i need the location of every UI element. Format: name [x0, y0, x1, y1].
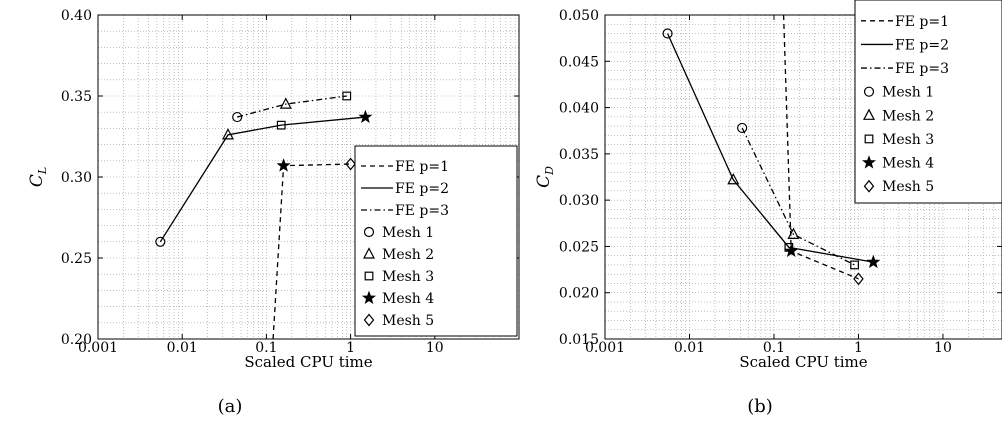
y-tick-label: 0.050	[559, 8, 599, 24]
x-tick-label: 10	[934, 340, 952, 356]
x-tick-label: 0.01	[674, 340, 705, 356]
x-axis-label: Scaled CPU time	[739, 353, 867, 371]
series-line-1	[782, 15, 859, 280]
series-line-1	[272, 163, 351, 339]
data-point-triangle	[787, 227, 800, 239]
legend-label: Mesh 2	[882, 108, 934, 124]
y-tick-label: 0.35	[61, 89, 92, 105]
series-line-2	[159, 116, 366, 243]
legend-marker-star	[361, 290, 377, 304]
legend-label: FE p=2	[395, 181, 449, 197]
legend-box	[354, 145, 518, 337]
legend: FE p=1 FE p=2 FE p=3 Mesh 1 Mesh 2 Mesh 3 Mesh…	[854, 0, 1002, 204]
legend-marker-diamond	[863, 179, 875, 193]
legend-label: FE p=1	[395, 159, 449, 175]
legend-label: Mesh 3	[882, 132, 934, 148]
legend-label: Mesh 4	[382, 291, 434, 307]
legend-marker-square	[864, 134, 874, 144]
legend-marker-square	[364, 271, 374, 281]
y-axis-label: CL	[27, 167, 49, 187]
chart-panel-1: 0.001 0.01 0.1 1 10 0.20 0.25 0.30 0.35 0.40 Scale…	[27, 8, 520, 417]
legend-label: Mesh 4	[882, 156, 934, 172]
data-point-triangle	[279, 97, 292, 109]
x-tick-label: 0.1	[763, 340, 785, 356]
subcaption: (a)	[218, 396, 243, 417]
legend-marker-triangle	[363, 247, 375, 259]
series-line-3	[741, 127, 855, 266]
y-tick-label: 0.30	[61, 170, 92, 186]
legend-label: FE p=3	[895, 61, 949, 77]
x-tick-label: 0.001	[78, 340, 118, 356]
x-tick-label: 10	[426, 340, 444, 356]
x-tick-label: 1	[854, 340, 863, 356]
data-point-circle	[737, 122, 748, 134]
x-tick-label: 0.1	[255, 340, 277, 356]
data-point-star	[866, 254, 881, 269]
y-tick-label: 0.045	[559, 54, 599, 70]
data-point-circle	[662, 28, 673, 39]
legend-label: Mesh 5	[882, 179, 934, 195]
legend-label: Mesh 3	[382, 269, 434, 285]
data-point-circle	[232, 111, 243, 123]
y-tick-label: 0.025	[559, 239, 599, 255]
series-line-2	[666, 33, 874, 263]
y-tick-label: 0.40	[61, 8, 92, 24]
legend-marker-circle	[363, 226, 375, 238]
x-tick-label: 1	[346, 340, 355, 356]
data-point-star	[358, 109, 373, 124]
series-line-3	[237, 95, 347, 118]
data-point-square	[850, 260, 859, 270]
legend-marker-circle	[863, 86, 875, 97]
data-point-triangle	[727, 172, 740, 185]
legend-label: FE p=1	[895, 14, 949, 30]
legend-marker-triangle	[863, 108, 875, 120]
x-tick-label: 0.001	[585, 340, 625, 356]
data-point-diamond	[853, 272, 864, 286]
legend-marker-star	[861, 155, 877, 169]
y-tick-label: 0.035	[559, 147, 599, 163]
legend-marker-diamond	[363, 313, 375, 327]
chart-panel-2: 0.001 0.01 0.1 1 10 0.015 0.020 0.025 0.030 0.035…	[534, 0, 1002, 417]
data-point-triangle	[222, 128, 235, 140]
axes-box	[604, 14, 1002, 340]
legend-label: Mesh 5	[382, 313, 434, 329]
legend-label: Mesh 1	[382, 225, 434, 241]
legend: FE p=1 FE p=2 FE p=3 Mesh 1 Mesh 2 Mesh 3 Mesh…	[354, 145, 518, 337]
y-tick-label: 0.25	[61, 251, 92, 267]
data-point-square	[276, 120, 286, 130]
y-tick-label: 0.20	[61, 332, 92, 348]
subcaption: (b)	[747, 396, 773, 417]
series-group	[155, 91, 373, 339]
x-axis-label: Scaled CPU time	[244, 353, 372, 371]
legend-label: FE p=3	[395, 203, 449, 219]
legend-label: Mesh 2	[382, 247, 434, 263]
x-tick-label: 0.01	[167, 340, 198, 356]
y-tick-label: 0.040	[559, 101, 599, 117]
y-tick-label: 0.030	[559, 193, 599, 209]
y-tick-label: 0.015	[559, 332, 599, 348]
y-tick-label: 0.020	[559, 286, 599, 302]
y-axis-label: CD	[534, 166, 556, 188]
data-point-star	[784, 243, 799, 258]
data-point-circle	[155, 236, 166, 247]
legend-box	[854, 0, 1002, 204]
data-point-diamond	[345, 157, 356, 171]
legend-label: Mesh 1	[882, 85, 934, 101]
tick-marks	[97, 14, 519, 340]
data-point-star	[276, 158, 291, 172]
series-group	[662, 15, 881, 286]
legend-label: FE p=2	[895, 37, 949, 53]
data-point-square	[342, 91, 352, 101]
data-point-square	[784, 242, 794, 252]
